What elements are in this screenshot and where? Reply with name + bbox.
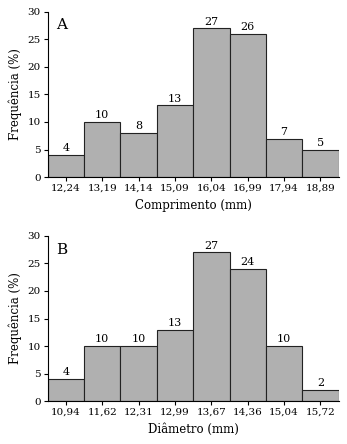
Text: 26: 26 [240,22,255,32]
Bar [266,139,302,177]
Text: 4: 4 [62,143,69,153]
Text: 10: 10 [95,111,109,120]
X-axis label: Comprimento (mm): Comprimento (mm) [135,198,252,212]
Text: 13: 13 [168,318,182,328]
Bar [84,122,120,177]
Bar [157,329,193,401]
X-axis label: Diâmetro (mm): Diâmetro (mm) [148,423,239,436]
Bar [302,150,339,177]
Bar [120,133,157,177]
Bar [193,28,229,177]
Text: 27: 27 [204,241,218,251]
Text: B: B [56,242,67,257]
Text: 2: 2 [317,378,324,388]
Bar [157,106,193,177]
Text: 10: 10 [95,334,109,345]
Text: 13: 13 [168,94,182,104]
Bar [84,346,120,401]
Text: 4: 4 [62,368,69,377]
Text: 24: 24 [240,258,255,267]
Bar [48,379,84,401]
Text: 8: 8 [135,121,142,131]
Bar [193,253,229,401]
Bar [48,155,84,177]
Y-axis label: Frequência (%): Frequência (%) [8,273,22,365]
Text: 7: 7 [281,127,288,137]
Text: 27: 27 [204,17,218,27]
Text: A: A [56,19,67,32]
Text: 5: 5 [317,138,324,148]
Y-axis label: Frequência (%): Frequência (%) [8,48,22,140]
Bar [120,346,157,401]
Bar [229,269,266,401]
Bar [302,390,339,401]
Bar [229,34,266,177]
Text: 10: 10 [132,334,146,345]
Text: 10: 10 [277,334,291,345]
Bar [266,346,302,401]
